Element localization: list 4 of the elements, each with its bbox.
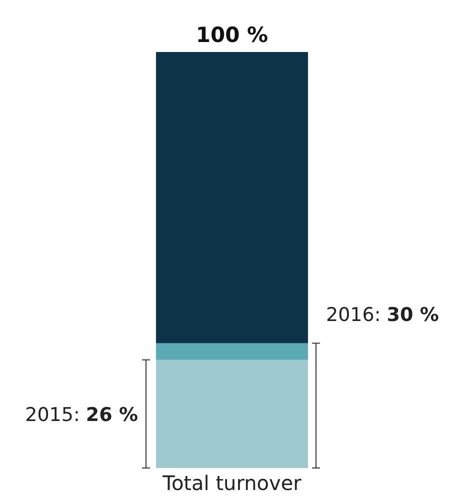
total-label: 100 % [196, 23, 268, 47]
text: 2015: 26 % [25, 404, 138, 426]
text: 2016: 30 % [326, 304, 439, 326]
x-tick-label: Total turnover [162, 471, 302, 496]
